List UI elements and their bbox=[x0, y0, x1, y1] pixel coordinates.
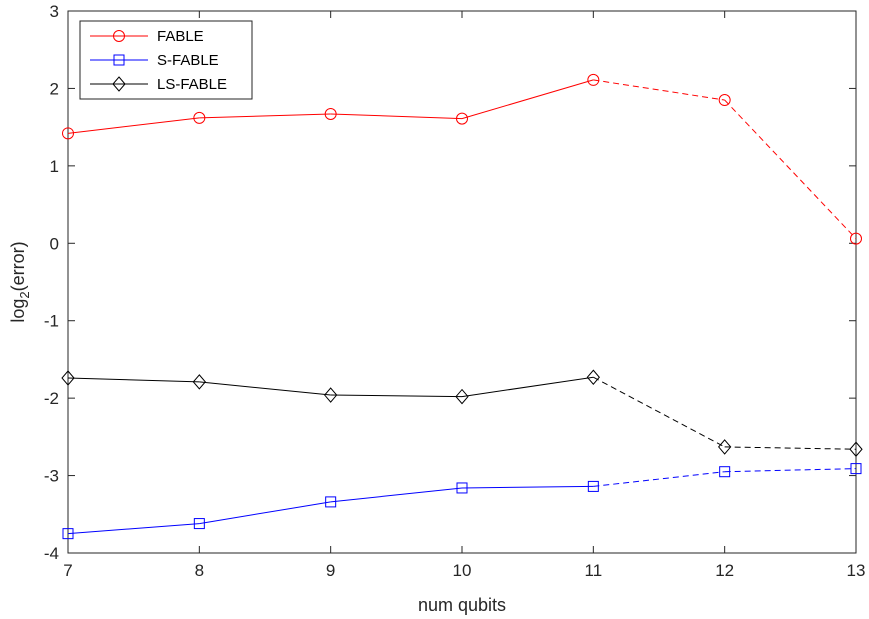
s-fable-line-segment bbox=[724, 468, 857, 473]
y-tick-label: -3 bbox=[44, 467, 59, 486]
x-tick-label: 9 bbox=[326, 561, 335, 580]
ls-fable-point bbox=[849, 441, 863, 458]
ls-fable-line-segment bbox=[724, 446, 857, 450]
x-tick-label: 13 bbox=[847, 561, 866, 580]
ls-fable-line-segment bbox=[461, 376, 594, 398]
fable-line-segment bbox=[67, 117, 200, 134]
fable-line-segment bbox=[461, 79, 594, 120]
s-fable-point bbox=[587, 480, 599, 492]
s-fable-point bbox=[62, 528, 74, 540]
fable-point bbox=[324, 107, 337, 120]
ls-fable-point bbox=[718, 439, 732, 455]
x-tick-label: 8 bbox=[195, 561, 204, 580]
x-tick-label: 10 bbox=[453, 561, 472, 580]
legend-label-s-fable: S-FABLE bbox=[157, 52, 219, 69]
y-axis-label: log2(error) bbox=[8, 241, 32, 322]
legend-marker-ls-fable bbox=[112, 76, 126, 92]
ls-fable-line-segment bbox=[330, 394, 463, 398]
fable-point bbox=[62, 127, 74, 140]
x-tick-label: 12 bbox=[715, 561, 734, 580]
s-fable-point bbox=[193, 518, 205, 530]
legend: FABLE S-FABLE LS-FABLE bbox=[79, 20, 253, 100]
fable-point bbox=[587, 73, 600, 86]
s-fable-line-segment bbox=[199, 501, 331, 525]
ls-fable-point bbox=[455, 388, 469, 405]
plot-area bbox=[67, 10, 857, 554]
s-fable-point bbox=[325, 496, 337, 508]
fable-point bbox=[193, 111, 206, 124]
legend-label-ls-fable: LS-FABLE bbox=[157, 76, 227, 93]
s-fable-line-segment bbox=[593, 471, 725, 487]
fable-point bbox=[456, 112, 468, 125]
legend-marker-s-fable bbox=[113, 54, 125, 66]
s-fable-line-segment bbox=[67, 523, 200, 535]
ls-fable-point bbox=[586, 369, 600, 386]
y-tick-label: -2 bbox=[44, 389, 59, 408]
y-tick-label: -1 bbox=[44, 312, 59, 331]
s-fable-line-segment bbox=[330, 487, 463, 503]
x-tick-label: 11 bbox=[585, 561, 603, 580]
y-tick-label: 0 bbox=[50, 234, 59, 253]
series-markers bbox=[61, 73, 863, 540]
s-fable-point bbox=[850, 463, 862, 475]
y-tick-label: -4 bbox=[44, 544, 59, 563]
y-tick-label: 3 bbox=[50, 2, 59, 21]
x-tick-label: 7 bbox=[63, 561, 72, 580]
x-axis-label: num qubits bbox=[418, 595, 506, 615]
fable-line-segment bbox=[724, 99, 857, 239]
s-fable-line-segment bbox=[461, 485, 594, 489]
ls-fable-line-segment bbox=[199, 381, 331, 396]
ls-fable-point bbox=[61, 370, 75, 386]
fable-point bbox=[850, 232, 862, 245]
fable-line-segment bbox=[330, 113, 463, 120]
y-tick-label: 1 bbox=[50, 157, 59, 176]
y-tick-label: 2 bbox=[50, 79, 59, 98]
s-fable-point bbox=[719, 466, 731, 478]
fable-point bbox=[718, 94, 731, 107]
s-fable-point bbox=[456, 482, 468, 494]
legend-label-fable: FABLE bbox=[157, 28, 204, 45]
ls-fable-point bbox=[324, 387, 338, 403]
ls-fable-line-segment bbox=[67, 377, 200, 383]
fable-line-segment bbox=[593, 79, 725, 101]
fable-line-segment bbox=[199, 113, 331, 119]
series-lines bbox=[67, 79, 857, 535]
ls-fable-point bbox=[192, 374, 206, 390]
legend-marker-fable bbox=[113, 30, 125, 42]
ls-fable-line-segment bbox=[593, 376, 725, 448]
